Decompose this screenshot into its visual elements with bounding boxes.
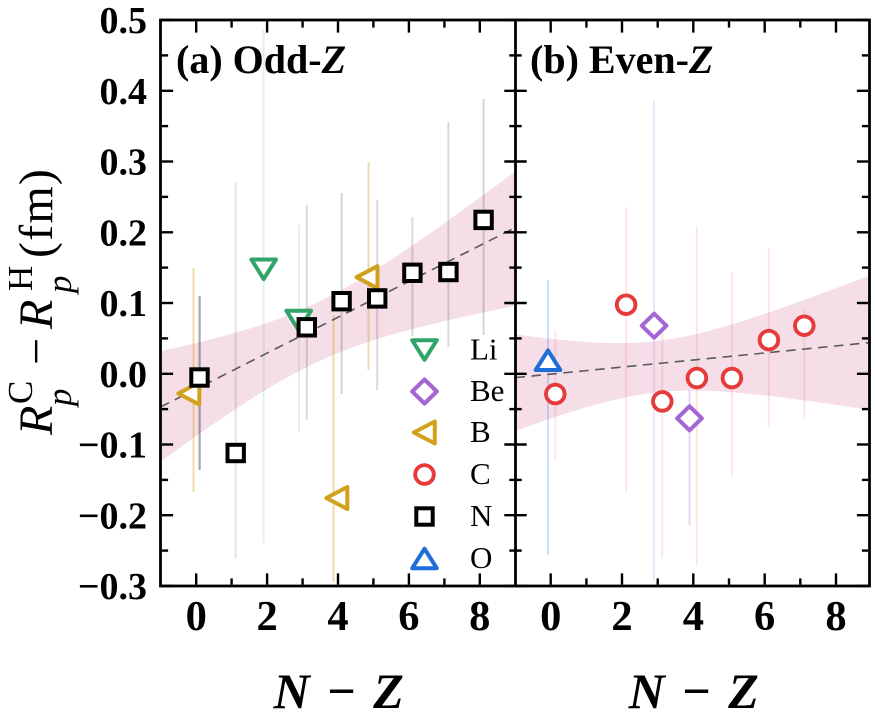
svg-text:p: p (40, 389, 79, 410)
svg-text:Be: Be (470, 373, 504, 408)
svg-text:R: R (10, 300, 63, 330)
svg-text:C: C (470, 456, 491, 491)
svg-text:−: − (10, 338, 63, 365)
svg-text:N − Z: N − Z (273, 663, 407, 713)
svg-text:H: H (1, 266, 40, 291)
svg-text:(b) Even-Z: (b) Even-Z (530, 37, 713, 82)
svg-text:(a) Odd-Z: (a) Odd-Z (176, 37, 346, 82)
svg-text:C: C (1, 381, 40, 404)
svg-text:B: B (470, 414, 491, 449)
svg-text:N: N (470, 498, 492, 533)
svg-text:−0.2: −0.2 (78, 495, 147, 537)
svg-text:0: 0 (186, 593, 207, 640)
svg-text:−0.3: −0.3 (78, 566, 147, 608)
svg-text:0.5: 0.5 (100, 0, 148, 42)
svg-text:2: 2 (611, 593, 632, 640)
svg-text:0: 0 (540, 593, 561, 640)
svg-text:6: 6 (398, 593, 419, 640)
svg-text:R: R (10, 406, 63, 436)
svg-text:8: 8 (825, 593, 846, 640)
svg-text:0.3: 0.3 (100, 142, 148, 184)
svg-text:−0.1: −0.1 (78, 425, 147, 467)
svg-text:4: 4 (683, 593, 704, 640)
svg-text:2: 2 (256, 593, 277, 640)
svg-text:Li: Li (470, 332, 498, 367)
svg-text:0.4: 0.4 (100, 71, 148, 113)
svg-text:(fm): (fm) (10, 168, 63, 258)
svg-text:0.2: 0.2 (100, 212, 148, 254)
svg-text:8: 8 (469, 593, 490, 640)
svg-text:p: p (40, 276, 79, 297)
svg-text:6: 6 (754, 593, 775, 640)
svg-text:0.1: 0.1 (100, 283, 148, 325)
svg-text:N − Z: N − Z (628, 663, 762, 713)
svg-text:O: O (470, 540, 492, 575)
svg-text:4: 4 (327, 593, 348, 640)
svg-text:0.0: 0.0 (100, 354, 148, 396)
